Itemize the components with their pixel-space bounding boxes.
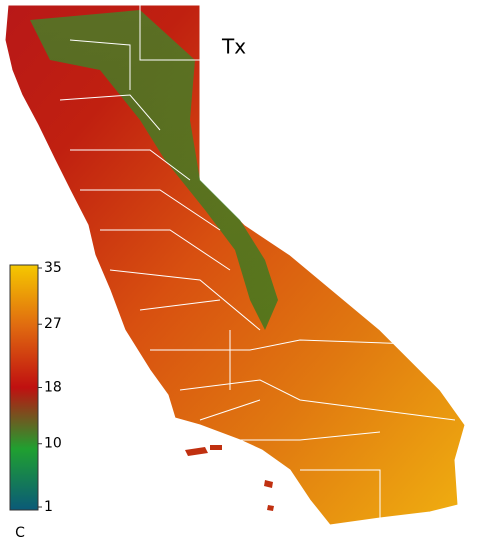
map-title: Tx	[221, 35, 246, 59]
colorbar	[9, 264, 39, 511]
colorbar-tick-label: 18	[44, 380, 62, 396]
islands	[185, 445, 274, 511]
colorbar-tick-label: 1	[44, 499, 53, 515]
colorbar-tick-label: 35	[44, 260, 62, 276]
mountain-region	[30, 10, 278, 330]
state-shape	[4, 4, 466, 526]
colorbar-tick-label: 10	[44, 436, 62, 452]
colorbar-tick-label: 27	[44, 316, 62, 332]
state-map	[4, 4, 466, 526]
colorbar-ticks: 1 10 18 27 35	[38, 260, 62, 515]
colorbar-unit: C	[15, 525, 25, 541]
county-lines	[59, 5, 456, 518]
